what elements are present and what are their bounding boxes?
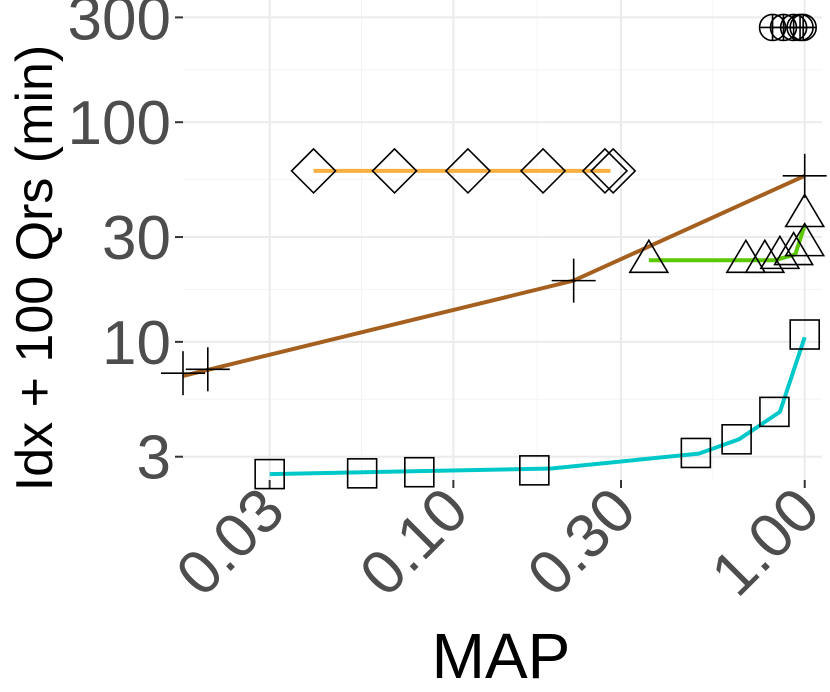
y-tick-label: 100 [68,89,171,158]
x-tick-label: 0.10 [347,475,481,609]
y-tick-label: 10 [102,309,171,378]
grid-minor [183,0,822,480]
square-marker [346,458,378,489]
diamond-marker [371,147,418,195]
series-line-square [269,336,807,477]
x-tick-label: 0.30 [515,475,649,609]
circle-plus-marker [789,13,817,42]
square-marker [519,455,550,486]
axis-ticks [175,16,806,488]
series-circle-plus [758,13,817,42]
plus-marker [782,153,827,198]
square-marker [254,458,285,490]
series-layer [161,13,827,490]
y-tick-label: 30 [102,204,171,273]
square-marker [759,396,790,428]
y-tick-label: 300 [68,0,171,53]
triangle-marker [773,230,815,266]
square-marker [721,424,752,455]
series-diamond [290,147,637,195]
series-plus [161,153,827,396]
square-marker [680,437,712,469]
triangle-marker [744,238,786,274]
triangle-marker [784,222,826,257]
y-tick-label: 3 [137,424,171,493]
plus-marker [551,258,596,303]
triangle-marker [759,234,801,270]
diamond-marker [444,147,492,195]
square-marker [404,456,435,488]
panel-background [183,0,830,480]
series-triangle [628,192,826,274]
grid-major [183,0,822,480]
y-axis-title: Idx + 100 Qrs (min) [6,45,64,491]
triangle-marker [628,238,670,274]
y-tick-labels: 3 10 30 100 300 [68,0,171,493]
triangle-marker [784,192,826,228]
x-tick-label: 0.03 [163,475,297,609]
diamond-marker [519,147,567,195]
series-line-triangle [648,224,807,263]
plus-marker [161,351,205,396]
x-axis-title: MAP [432,620,571,692]
x-tick-label: 1.00 [698,475,830,609]
diamond-marker [590,147,637,195]
plus-marker [185,347,230,392]
x-tick-labels: 0.03 0.10 0.30 1.00 [163,475,830,609]
diamond-marker [581,147,629,195]
diamond-marker [290,147,337,195]
series-square [254,319,821,490]
square-marker [789,319,821,350]
